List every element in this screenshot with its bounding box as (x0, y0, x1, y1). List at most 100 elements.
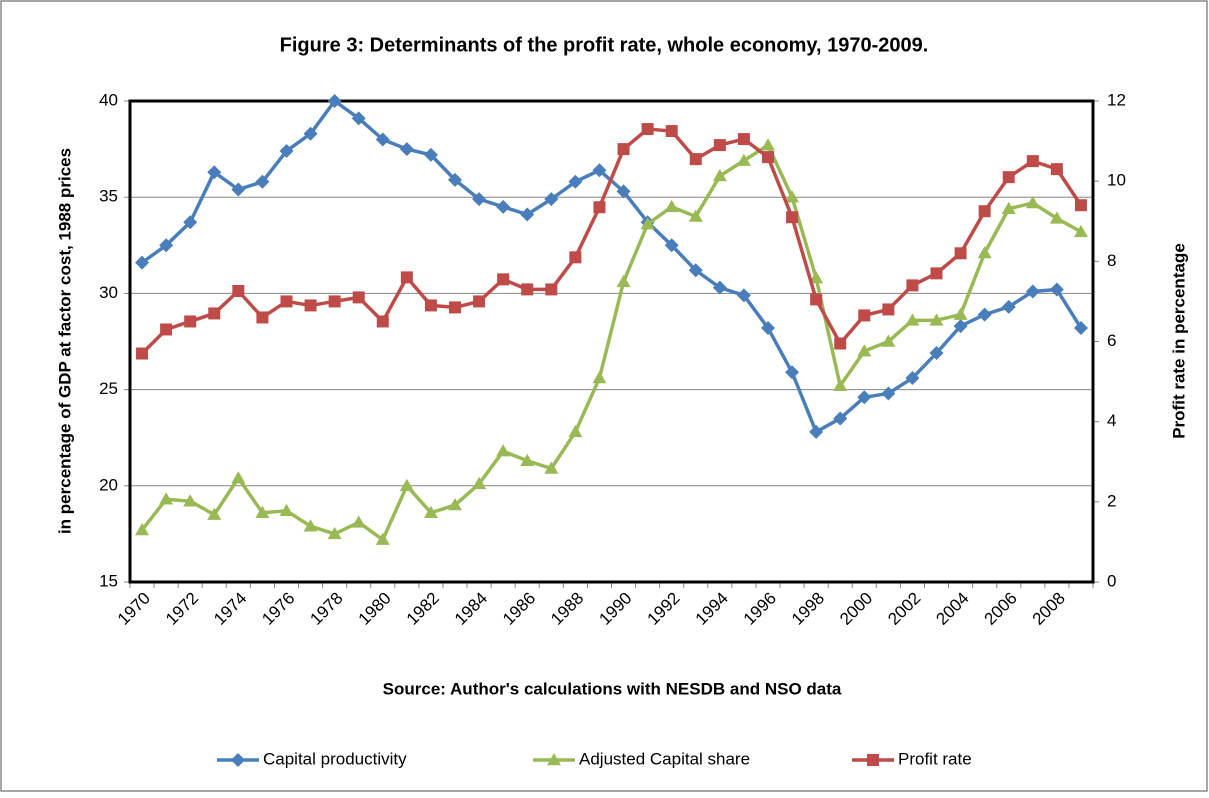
marker (423, 505, 438, 518)
marker (544, 461, 559, 474)
marker (376, 315, 389, 328)
marker (231, 753, 245, 767)
marker (351, 515, 366, 528)
marker (1049, 282, 1064, 297)
marker (834, 337, 847, 350)
marker (327, 94, 342, 108)
marker (547, 753, 561, 766)
chart-title: Figure 3: Determinants of the profit rat… (280, 34, 929, 56)
marker (954, 247, 967, 260)
marker (1001, 299, 1016, 314)
marker (135, 255, 150, 270)
marker (712, 169, 727, 182)
marker (208, 307, 221, 320)
marker (689, 153, 702, 166)
marker (473, 295, 486, 308)
marker (496, 199, 511, 214)
marker (400, 271, 413, 284)
marker (688, 263, 703, 278)
marker (688, 209, 703, 222)
marker (713, 139, 726, 152)
marker (977, 245, 992, 259)
marker (304, 299, 317, 312)
marker (521, 283, 534, 296)
marker (472, 192, 487, 207)
marker (279, 503, 294, 517)
marker (399, 478, 414, 492)
marker (905, 313, 920, 326)
marker (184, 315, 197, 328)
marker (929, 313, 944, 326)
marker (785, 190, 800, 203)
marker (160, 323, 173, 336)
marker (351, 111, 366, 126)
marker (231, 182, 246, 197)
marker (1001, 201, 1016, 214)
marker (568, 424, 583, 438)
marker (1002, 171, 1015, 184)
marker (279, 144, 294, 159)
y-tick-label: 15 (99, 571, 118, 590)
y2-tick-label: 6 (1107, 331, 1116, 350)
marker (255, 174, 270, 189)
marker (760, 321, 775, 336)
marker (664, 238, 679, 253)
plot-border (128, 99, 1095, 584)
marker (569, 251, 582, 264)
marker (881, 386, 896, 401)
y2-tick-label: 2 (1107, 491, 1116, 510)
marker (231, 471, 246, 484)
marker (496, 444, 511, 457)
marker (159, 238, 174, 253)
marker (593, 201, 606, 214)
marker (255, 505, 270, 518)
marker (617, 143, 630, 156)
y2-tick-label: 0 (1107, 571, 1116, 590)
y2-tick-label: 8 (1107, 251, 1116, 270)
marker (809, 424, 824, 439)
marker (1073, 224, 1088, 238)
marker (207, 165, 222, 180)
marker (737, 133, 750, 146)
marker (592, 163, 607, 178)
marker (809, 271, 824, 284)
marker (256, 311, 269, 324)
legend-label: Adjusted Capital share (579, 749, 750, 768)
marker (1049, 211, 1064, 224)
marker (183, 215, 198, 230)
y2-tick-label: 12 (1107, 90, 1126, 109)
marker (424, 299, 437, 312)
marker (328, 295, 341, 308)
y-axis-label: in percentage of GDP at factor cost, 198… (55, 148, 74, 534)
marker (929, 346, 944, 361)
y-tick-label: 20 (99, 475, 118, 494)
marker (953, 319, 968, 334)
legend-label: Capital productivity (263, 749, 407, 768)
marker (1073, 321, 1088, 336)
marker (423, 147, 438, 162)
marker (136, 347, 149, 360)
marker (930, 267, 943, 280)
marker (472, 476, 487, 490)
marker (544, 192, 559, 207)
marker (1025, 195, 1040, 209)
marker (280, 295, 293, 308)
marker (857, 390, 872, 405)
marker (833, 378, 848, 392)
source-note: Source: Author's calculations with NESDB… (383, 679, 842, 698)
marker (303, 126, 318, 141)
marker (303, 519, 318, 532)
y-tick-label: 25 (99, 379, 118, 398)
marker (978, 205, 991, 218)
y-tick-label: 30 (99, 283, 118, 302)
marker (906, 279, 919, 292)
marker (545, 283, 558, 296)
series-line (140, 127, 1083, 355)
marker (232, 284, 245, 297)
marker (867, 754, 879, 766)
marker (736, 153, 751, 166)
marker (882, 303, 895, 316)
marker (786, 211, 799, 224)
marker (1026, 155, 1039, 168)
